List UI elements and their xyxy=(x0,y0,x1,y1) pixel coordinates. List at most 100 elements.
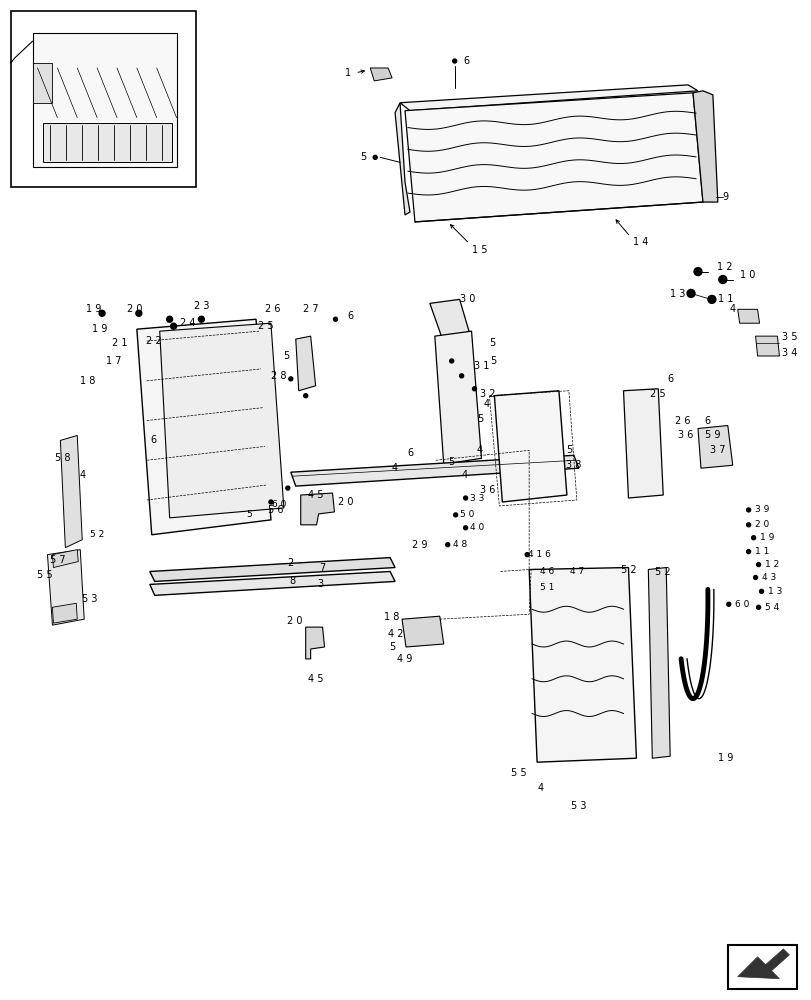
Text: 6: 6 xyxy=(463,56,469,66)
Text: 9: 9 xyxy=(722,192,728,202)
Circle shape xyxy=(166,316,173,322)
Circle shape xyxy=(333,317,337,321)
Polygon shape xyxy=(370,68,392,81)
Text: 4 3: 4 3 xyxy=(762,573,775,582)
Text: 2: 2 xyxy=(287,558,294,568)
Circle shape xyxy=(135,310,142,316)
Polygon shape xyxy=(737,309,758,323)
Circle shape xyxy=(463,496,467,500)
Text: 5 3: 5 3 xyxy=(83,594,98,604)
Text: 1 3: 1 3 xyxy=(670,289,685,299)
Text: 4 8: 4 8 xyxy=(452,540,466,549)
Text: 5 5: 5 5 xyxy=(511,768,526,778)
Circle shape xyxy=(472,387,476,391)
Text: 5 0: 5 0 xyxy=(460,510,474,519)
Text: 5: 5 xyxy=(489,338,495,348)
Text: 1 9: 1 9 xyxy=(717,753,732,763)
Polygon shape xyxy=(529,568,636,762)
Text: 6: 6 xyxy=(151,435,157,445)
Polygon shape xyxy=(494,391,566,502)
Text: 3 2: 3 2 xyxy=(479,389,495,399)
Text: 5 4: 5 4 xyxy=(765,603,779,612)
Text: 6: 6 xyxy=(704,416,710,426)
Polygon shape xyxy=(32,33,176,167)
Text: 3 8: 3 8 xyxy=(565,460,581,470)
Text: 2 0: 2 0 xyxy=(754,520,769,529)
Text: 2 1: 2 1 xyxy=(112,338,127,348)
Text: 5 1: 5 1 xyxy=(539,583,554,592)
Polygon shape xyxy=(623,389,663,498)
Circle shape xyxy=(726,602,730,606)
Circle shape xyxy=(459,374,463,378)
Circle shape xyxy=(718,276,726,283)
Circle shape xyxy=(170,323,176,329)
Circle shape xyxy=(373,155,377,159)
Text: 1 8: 1 8 xyxy=(384,612,399,622)
Polygon shape xyxy=(149,558,395,581)
Text: 1 9: 1 9 xyxy=(759,533,774,542)
Text: 4 5: 4 5 xyxy=(307,674,323,684)
Circle shape xyxy=(285,486,290,490)
Text: 5: 5 xyxy=(388,642,395,652)
Polygon shape xyxy=(434,331,481,464)
Circle shape xyxy=(445,543,449,547)
Text: 1 8: 1 8 xyxy=(79,376,95,386)
Polygon shape xyxy=(401,616,443,647)
Text: 1 9: 1 9 xyxy=(86,304,101,314)
Text: 6: 6 xyxy=(406,448,413,458)
Polygon shape xyxy=(53,603,77,623)
Polygon shape xyxy=(295,336,315,391)
Polygon shape xyxy=(53,550,78,568)
Circle shape xyxy=(289,377,293,381)
Polygon shape xyxy=(737,949,788,979)
Text: 3 0: 3 0 xyxy=(459,294,474,304)
Polygon shape xyxy=(405,93,702,222)
Polygon shape xyxy=(32,63,53,103)
Circle shape xyxy=(746,550,749,554)
Text: 2 3: 2 3 xyxy=(193,301,209,311)
Text: 4: 4 xyxy=(461,470,467,480)
Polygon shape xyxy=(11,11,196,187)
Polygon shape xyxy=(755,336,779,356)
Text: 4 7: 4 7 xyxy=(569,567,583,576)
Text: 4 2: 4 2 xyxy=(388,629,403,639)
Polygon shape xyxy=(137,319,271,535)
Text: 6 0: 6 0 xyxy=(272,500,285,509)
Text: 3 6: 3 6 xyxy=(479,485,495,495)
Text: 1 0: 1 0 xyxy=(739,270,754,280)
Text: 6 0: 6 0 xyxy=(735,600,749,609)
Polygon shape xyxy=(42,123,171,162)
Polygon shape xyxy=(647,568,669,758)
Text: 2 0: 2 0 xyxy=(337,497,353,507)
Text: 1 1: 1 1 xyxy=(754,547,769,556)
Text: 7: 7 xyxy=(319,563,325,573)
Circle shape xyxy=(756,605,760,609)
Circle shape xyxy=(303,394,307,398)
Text: 2 2: 2 2 xyxy=(146,336,161,346)
Text: 5 2: 5 2 xyxy=(90,530,104,539)
Text: 1 2: 1 2 xyxy=(716,262,732,272)
Circle shape xyxy=(525,553,529,557)
Text: 4: 4 xyxy=(483,399,489,409)
Text: 3 7: 3 7 xyxy=(710,445,725,455)
Circle shape xyxy=(533,570,536,573)
Text: 1 7: 1 7 xyxy=(106,356,122,366)
Text: 2 0: 2 0 xyxy=(127,304,143,314)
Circle shape xyxy=(746,523,749,527)
Text: 5 3: 5 3 xyxy=(570,801,586,811)
Circle shape xyxy=(562,570,566,573)
Text: 4 9: 4 9 xyxy=(397,654,412,664)
Text: 5: 5 xyxy=(246,510,251,519)
Text: 2 7: 2 7 xyxy=(303,304,318,314)
Text: 2 6: 2 6 xyxy=(265,304,281,314)
Text: 4: 4 xyxy=(538,783,543,793)
Text: 5: 5 xyxy=(282,351,289,361)
Text: 5 2: 5 2 xyxy=(620,565,636,575)
Text: 3: 3 xyxy=(317,579,324,589)
Text: 2 4: 2 4 xyxy=(179,318,195,328)
Text: 3 5: 3 5 xyxy=(781,332,796,342)
Text: 5 8: 5 8 xyxy=(54,453,70,463)
Text: 1 4: 1 4 xyxy=(632,237,647,247)
Polygon shape xyxy=(160,323,284,518)
Text: 4 5: 4 5 xyxy=(307,490,323,500)
